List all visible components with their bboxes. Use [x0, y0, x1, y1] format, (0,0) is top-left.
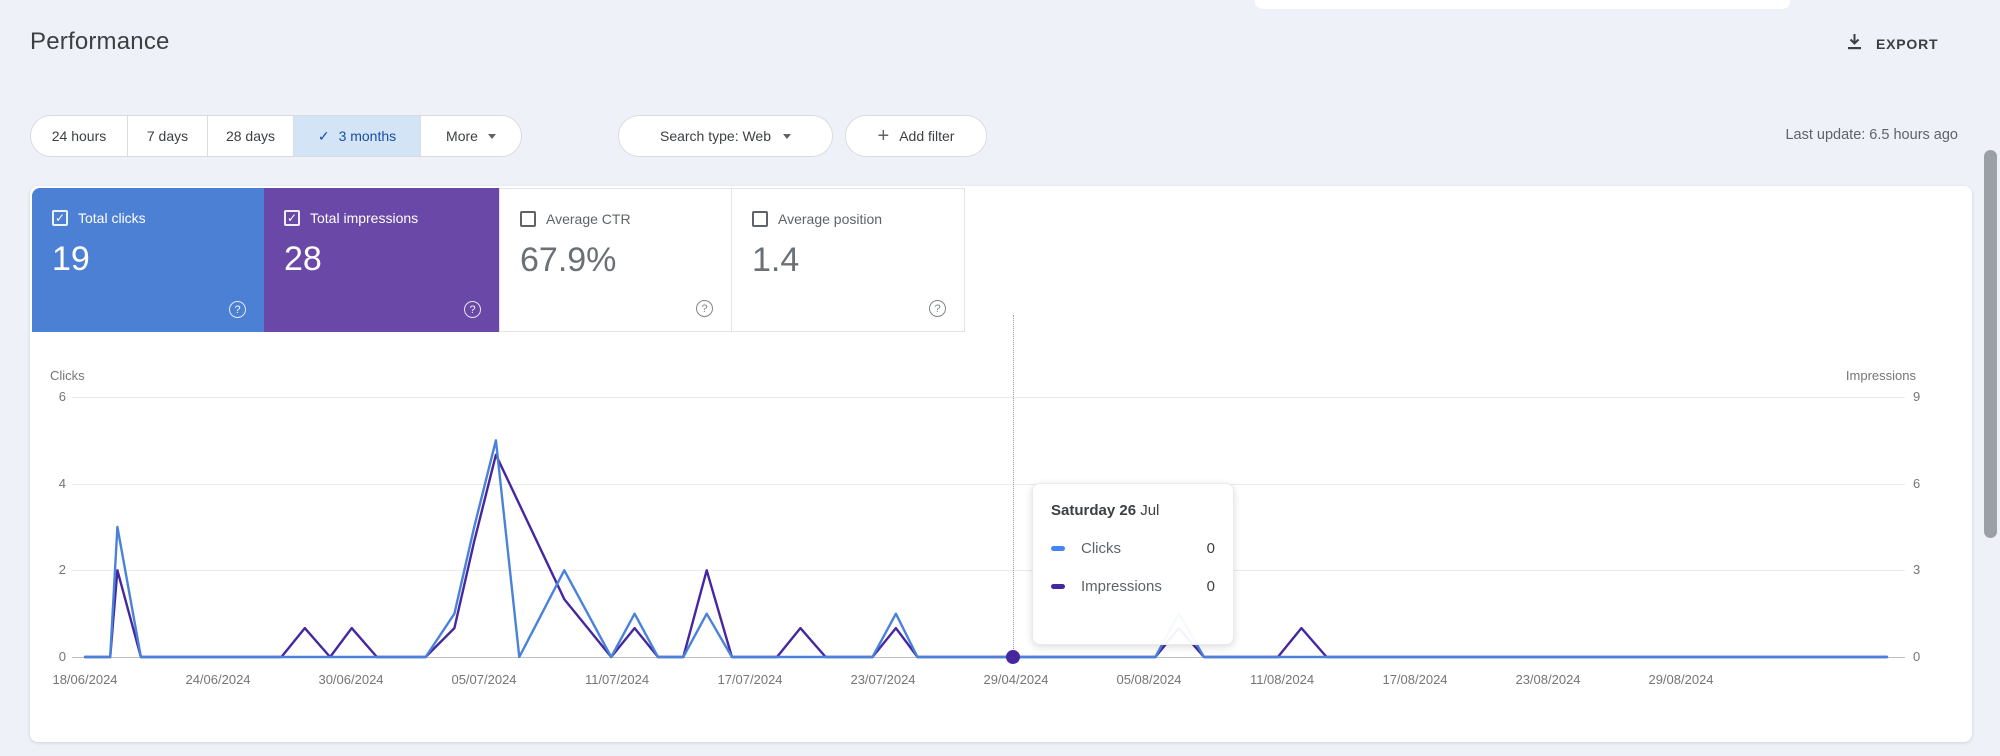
- chevron-down-icon: [783, 133, 792, 139]
- checkbox-checked-icon[interactable]: ✓: [284, 210, 300, 226]
- metric-label: Total clicks: [78, 210, 146, 226]
- hover-data-point-dot: [1006, 650, 1020, 664]
- date-range-control: 24 hours 7 days 28 days ✓ 3 months More: [30, 115, 522, 157]
- export-button[interactable]: EXPORT: [1845, 32, 1938, 56]
- left-axis-title: Clicks: [50, 368, 85, 383]
- help-icon[interactable]: ?: [464, 301, 481, 318]
- x-axis-label: 23/08/2024: [1515, 672, 1581, 687]
- gridline: [72, 397, 1905, 398]
- metric-value: 28: [284, 240, 322, 278]
- checkbox-unchecked-icon[interactable]: [752, 211, 768, 227]
- add-filter-button[interactable]: + Add filter: [845, 115, 987, 157]
- search-type-dropdown[interactable]: Search type: Web: [618, 115, 833, 157]
- checkbox-checked-icon[interactable]: ✓: [52, 210, 68, 226]
- help-icon[interactable]: ?: [229, 301, 246, 318]
- tooltip-row-clicks: Clicks 0: [1051, 540, 1215, 557]
- range-7-days[interactable]: 7 days: [128, 116, 208, 156]
- metric-tile-average-ctr[interactable]: Average CTR 67.9% ?: [499, 188, 732, 332]
- export-label: EXPORT: [1876, 36, 1939, 52]
- impressions-series-swatch-icon: [1051, 584, 1065, 589]
- left-tick: 6: [58, 389, 66, 404]
- metric-value: 1.4: [752, 241, 800, 279]
- right-tick: 6: [1913, 476, 1921, 491]
- tooltip-row-impressions: Impressions 0: [1051, 578, 1215, 595]
- x-axis-label: 30/06/2024: [318, 672, 384, 687]
- x-axis-label: 17/07/2024: [717, 672, 783, 687]
- chart-plot-area[interactable]: [72, 390, 1905, 660]
- chart-tooltip: Saturday 26 Jul Clicks 0 Impressions 0: [1032, 483, 1234, 645]
- metric-label: Average position: [778, 211, 883, 227]
- left-tick: 0: [58, 649, 66, 664]
- range-3-months[interactable]: ✓ 3 months: [294, 116, 421, 156]
- top-edge-strip: [1255, 0, 1790, 9]
- gridline: [72, 484, 1905, 485]
- download-icon: [1845, 32, 1864, 56]
- range-28-days[interactable]: 28 days: [208, 116, 294, 156]
- right-axis-title: Impressions: [1845, 368, 1916, 383]
- x-axis-label: 11/07/2024: [584, 672, 650, 687]
- metric-value: 19: [52, 240, 90, 278]
- metric-tile-total-impressions[interactable]: ✓ Total impressions 28 ?: [264, 188, 499, 332]
- range-more-menu[interactable]: More: [421, 116, 521, 156]
- checkbox-unchecked-icon[interactable]: [520, 211, 536, 227]
- hover-crosshair-line: [1013, 315, 1014, 657]
- vertical-scrollbar-thumb[interactable]: [1984, 150, 1997, 538]
- range-24-hours[interactable]: 24 hours: [31, 116, 128, 156]
- metric-value: 67.9%: [520, 241, 617, 279]
- metric-label: Total impressions: [310, 210, 419, 226]
- metric-tile-average-position[interactable]: Average position 1.4 ?: [732, 188, 965, 332]
- x-axis-label: 29/08/2024: [1648, 672, 1714, 687]
- last-update-text: Last update: 6.5 hours ago: [1785, 127, 1958, 143]
- x-axis-label: 05/07/2024: [451, 672, 517, 687]
- x-axis-label: 18/06/2024: [52, 672, 118, 687]
- x-axis-label: 05/08/2024: [1116, 672, 1182, 687]
- metric-tile-total-clicks[interactable]: ✓ Total clicks 19 ?: [32, 188, 264, 332]
- tooltip-date: Saturday 26 Jul: [1051, 502, 1160, 519]
- right-tick: 9: [1913, 389, 1921, 404]
- help-icon[interactable]: ?: [696, 300, 713, 317]
- x-axis-label: 23/07/2024: [850, 672, 916, 687]
- x-axis-label: 24/06/2024: [185, 672, 251, 687]
- chevron-down-icon: [487, 133, 496, 139]
- check-icon: ✓: [317, 127, 330, 144]
- left-tick: 2: [58, 562, 66, 577]
- clicks-series-swatch-icon: [1051, 546, 1065, 551]
- gridline: [72, 570, 1905, 571]
- help-icon[interactable]: ?: [929, 300, 946, 317]
- right-tick: 0: [1913, 649, 1921, 664]
- x-axis-label: 11/08/2024: [1249, 672, 1315, 687]
- page-title: Performance: [30, 28, 170, 55]
- right-tick: 3: [1913, 562, 1921, 577]
- left-tick: 4: [58, 476, 66, 491]
- x-axis-label: 29/04/2024: [983, 672, 1049, 687]
- metric-label: Average CTR: [546, 211, 631, 227]
- x-axis-label: 17/08/2024: [1382, 672, 1448, 687]
- plus-icon: +: [877, 125, 890, 147]
